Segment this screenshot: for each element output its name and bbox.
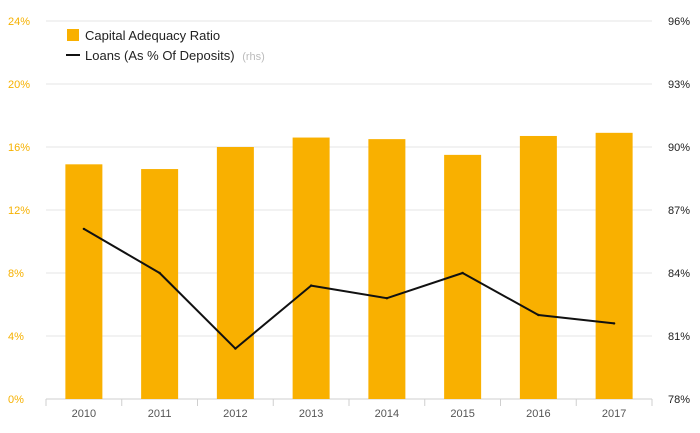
bar [368, 139, 406, 399]
line-point [461, 271, 464, 275]
y-right-tick-label: 84% [668, 268, 690, 280]
line-point [158, 271, 161, 275]
line-point [385, 297, 389, 300]
legend-label-line-note: (rhs) [242, 51, 265, 63]
line-series [82, 227, 616, 350]
gridlines [46, 20, 652, 337]
bar [292, 137, 330, 400]
line-point [537, 313, 540, 317]
legend-label-line-text: Loans (As % Of Deposits) [85, 48, 235, 63]
y-left-tick-label: 0% [8, 394, 24, 406]
y-right-tick-label: 90% [668, 142, 690, 154]
line-point [612, 322, 616, 325]
y-left-tick-label: 20% [8, 79, 30, 91]
y-right-tick-label: 96% [668, 16, 690, 28]
bar-series [65, 132, 633, 400]
y-left-tick-label: 12% [8, 205, 30, 217]
line-point [309, 284, 313, 287]
bar [595, 132, 633, 399]
legend-swatch-bar [67, 29, 79, 41]
legend-label-bar: Capital Adequacy Ratio [85, 28, 220, 43]
x-tick-label: 2010 [72, 408, 96, 420]
x-tick-label: 2012 [223, 408, 247, 420]
y-left-tick-label: 24% [8, 16, 30, 28]
bar [141, 169, 179, 399]
x-tick-label: 2017 [602, 408, 626, 420]
y-right-tick-label: 87% [668, 205, 690, 217]
line-path [83, 228, 615, 350]
axes: 0% 78% 4% 81% 8% 84% 12% 87% 16% 90% 20% 93% 24% 96% 2… [8, 16, 690, 420]
y-right-tick-label: 93% [668, 79, 690, 91]
bar [519, 135, 557, 399]
y-left-tick-label: 4% [8, 331, 24, 343]
legend: Capital Adequacy Ratio Loans (As % Of De… [66, 28, 265, 63]
line-point [234, 347, 237, 350]
bar [65, 164, 103, 399]
legend-label-line: Loans (As % Of Deposits) (rhs) [85, 48, 265, 63]
x-tick-label: 2011 [148, 408, 172, 420]
y-left-tick-label: 8% [8, 268, 24, 280]
x-tick-label: 2013 [299, 408, 323, 420]
bar [216, 147, 254, 399]
y-left-tick-label: 16% [8, 142, 30, 154]
x-tick-label: 2014 [375, 408, 399, 420]
line-point [82, 227, 86, 231]
y-right-tick-label: 78% [668, 394, 690, 406]
x-tick-label: 2015 [450, 408, 474, 420]
x-tick-label: 2016 [526, 408, 550, 420]
y-right-tick-label: 81% [668, 331, 690, 343]
